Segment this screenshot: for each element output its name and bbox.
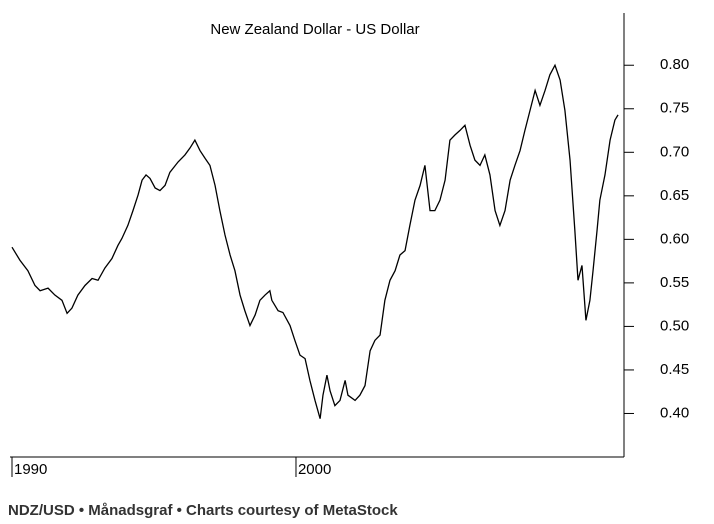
y-tick-label: 0.65: [660, 187, 689, 204]
y-tick-label: 0.45: [660, 361, 689, 378]
y-tick-label: 0.60: [660, 230, 689, 247]
y-tick-label: 0.75: [660, 100, 689, 117]
y-tick-label: 0.55: [660, 274, 689, 291]
y-tick-label: 0.50: [660, 317, 689, 334]
caption: NDZ/USD • Månadsgraf • Charts courtesy o…: [8, 502, 398, 519]
series-line: [11, 63, 619, 419]
x-tick-label: 1990: [14, 461, 47, 478]
y-tick-label: 0.40: [660, 404, 689, 421]
y-tick-label: 0.80: [660, 56, 689, 73]
chart-title: New Zealand Dollar - US Dollar: [210, 21, 419, 38]
y-tick-label: 0.70: [660, 143, 689, 160]
x-tick-label: 2000: [298, 461, 331, 478]
